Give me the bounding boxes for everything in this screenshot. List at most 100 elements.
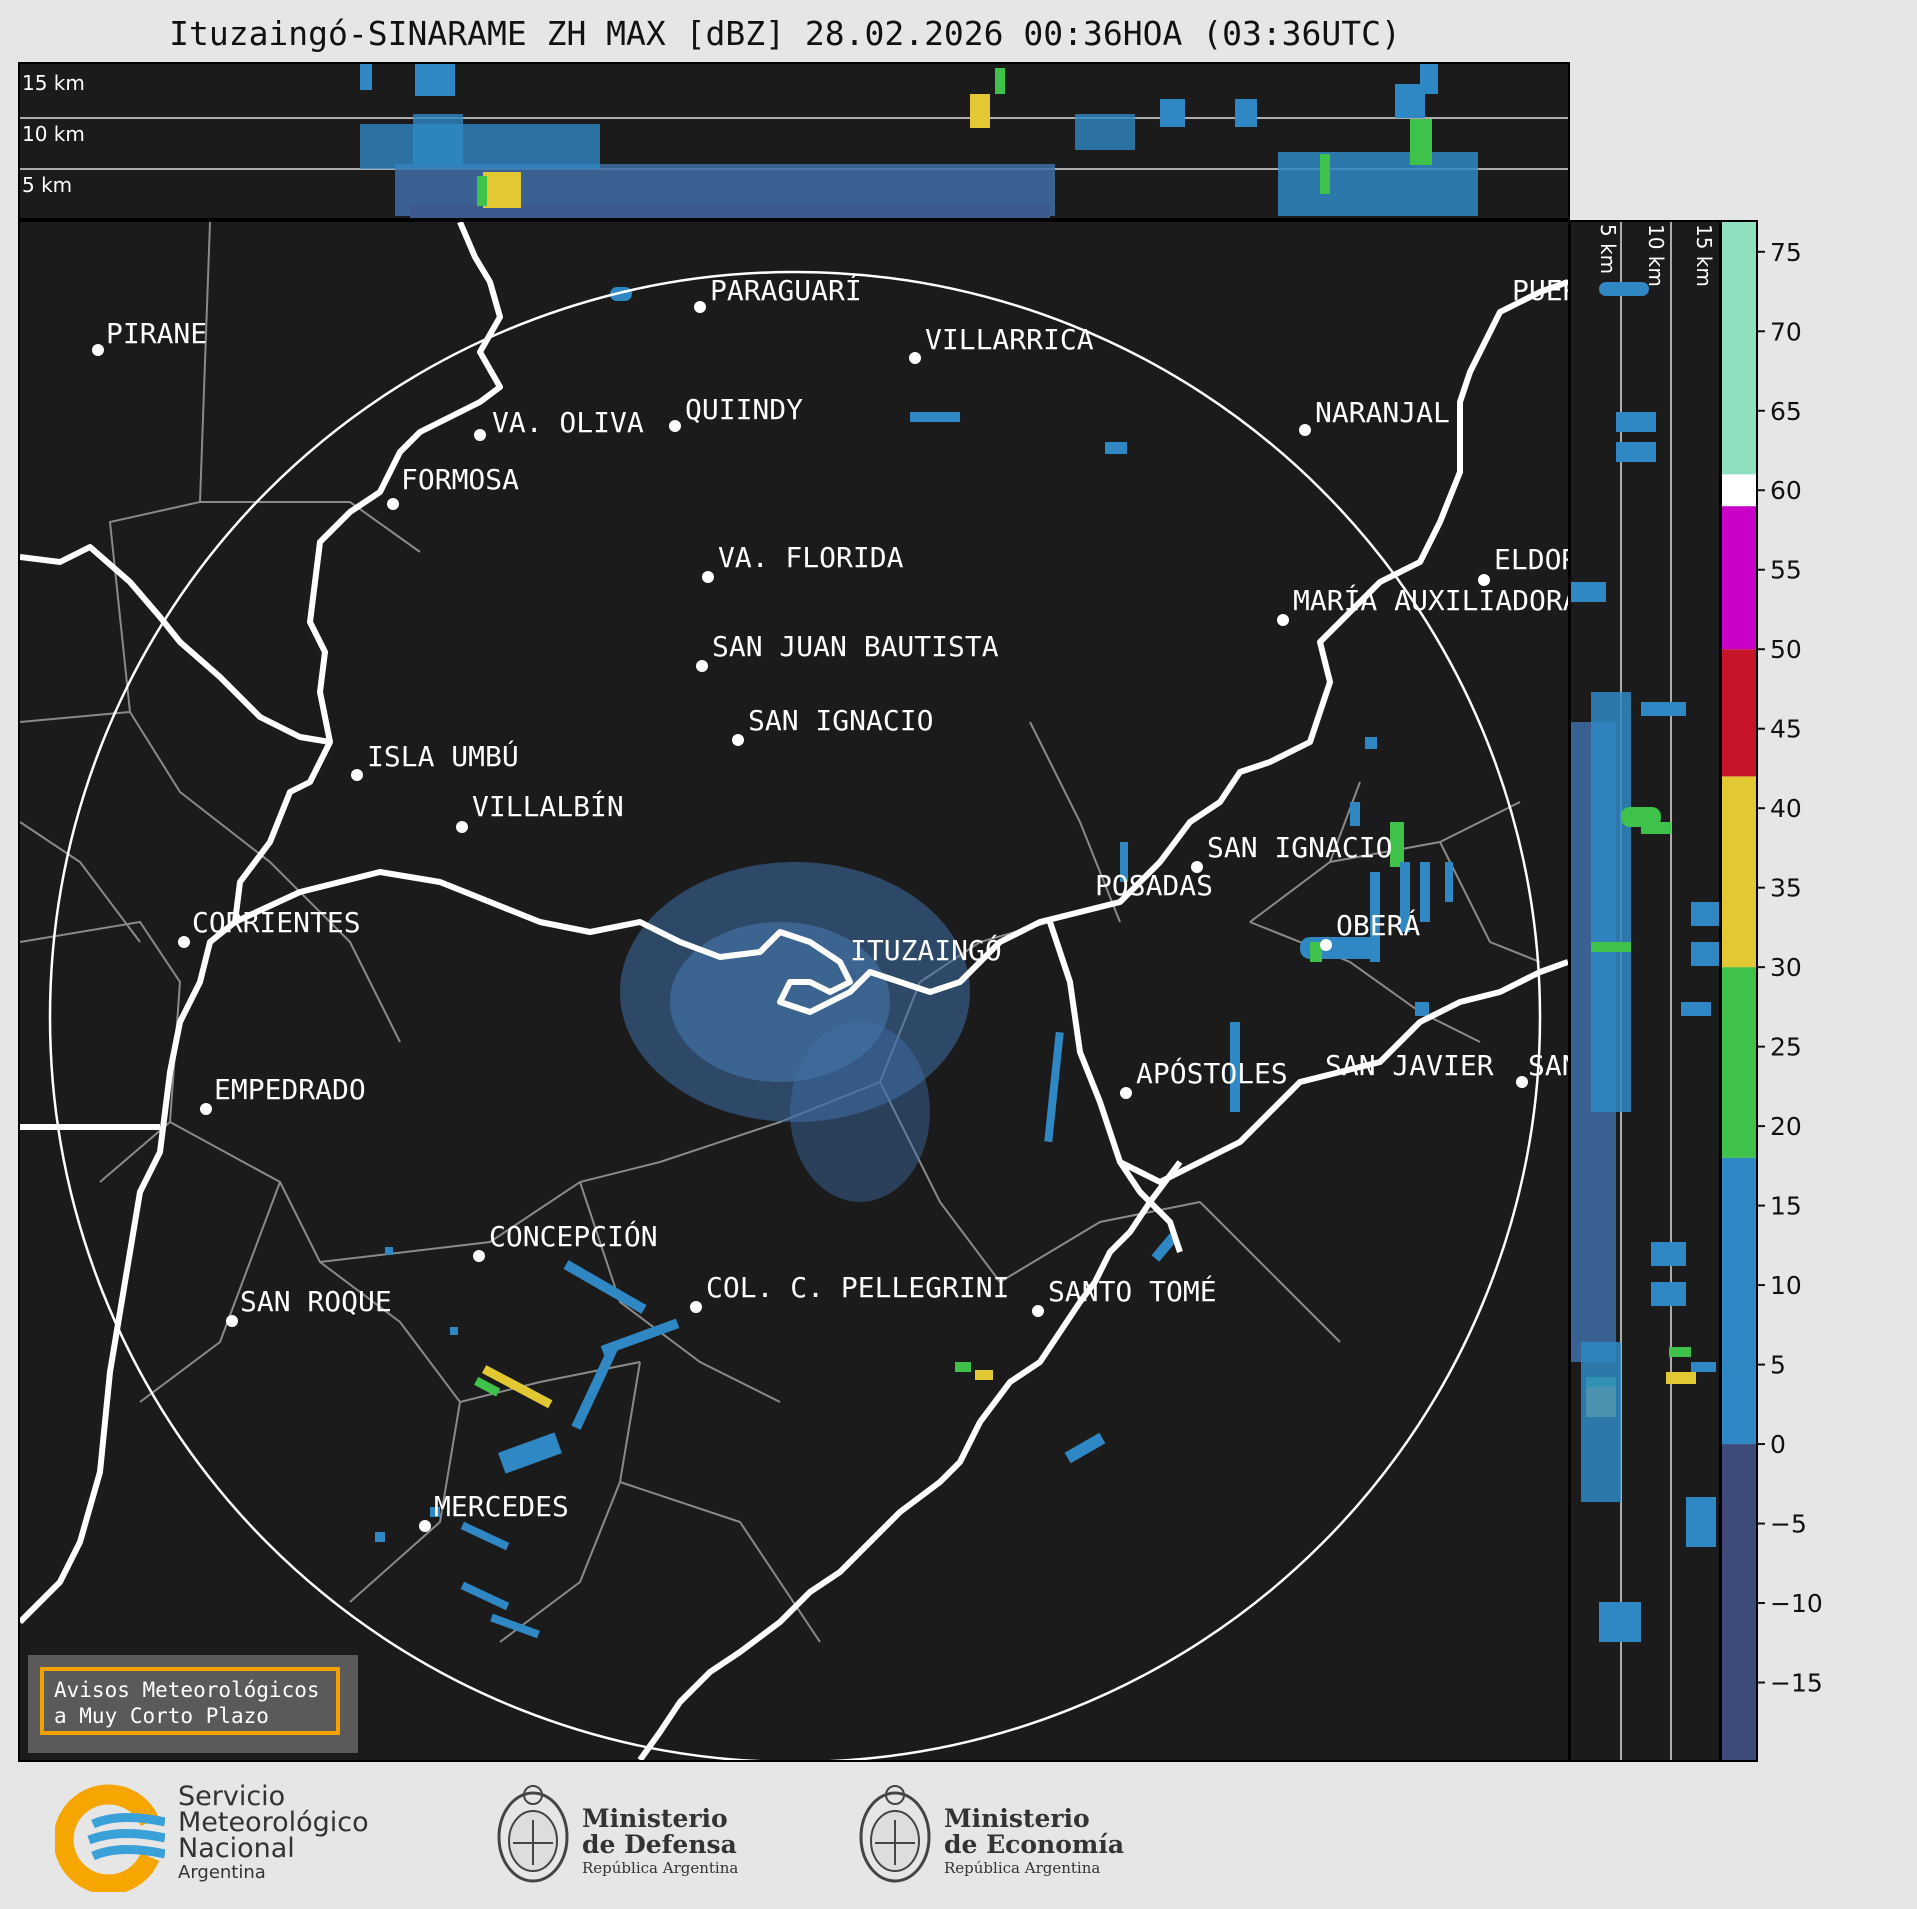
city-san-ignacio-py: SAN IGNACIO bbox=[748, 704, 933, 737]
city-san-juan-bautista: SAN JUAN BAUTISTA bbox=[712, 630, 999, 663]
colorbar-band-3 bbox=[1721, 776, 1757, 968]
city-pirane: PIRANE bbox=[106, 317, 207, 350]
colorbar-band-2 bbox=[1721, 967, 1757, 1158]
city-villalbin: VILLALBÍN bbox=[472, 789, 624, 823]
colorbar-tick-label: 50 bbox=[1770, 635, 1802, 664]
top-cross-section: 15 km 10 km 5 km bbox=[18, 62, 1570, 220]
colorbar-frame bbox=[1720, 220, 1758, 1762]
colorbar-tick-label: −15 bbox=[1770, 1669, 1823, 1698]
colorbar-band-4 bbox=[1721, 649, 1757, 777]
right-echo-band bbox=[1571, 282, 1719, 1642]
cities: PIRANE PARAGUARÍ VILLARRICA VA. OLIVA QU… bbox=[92, 273, 1568, 1532]
warning-box: Avisos Meteorológicos a Muy Corto Plazo bbox=[28, 1655, 358, 1753]
city-maria-auxiliadora: MARÍA AUXILIADORA bbox=[1293, 583, 1568, 617]
city-ituzaingo: ITUZAINGÓ bbox=[850, 933, 1002, 967]
defensa-name: Ministerio de Defensa República Argentin… bbox=[582, 1806, 738, 1878]
colorbar-band-7 bbox=[1721, 220, 1757, 475]
colorbar-tick-label: 15 bbox=[1770, 1192, 1802, 1221]
colorbar-tick-label: 35 bbox=[1770, 874, 1802, 903]
colorbar-tick-label: 65 bbox=[1770, 397, 1802, 426]
colorbar-tick-label: 60 bbox=[1770, 476, 1802, 505]
warning-line-1: Avisos Meteorológicos bbox=[54, 1678, 320, 1702]
defensa-line-1: Ministerio bbox=[582, 1804, 728, 1833]
colorbar-tick-label: −10 bbox=[1770, 1589, 1823, 1618]
city-obera: OBERÁ bbox=[1336, 908, 1420, 942]
right-alt-label-5km: 5 km bbox=[1596, 224, 1620, 274]
city-san-javier: SAN JAVIER bbox=[1325, 1049, 1494, 1082]
defensa-line-3: República Argentina bbox=[582, 1859, 739, 1877]
colorbar-tick-label: 20 bbox=[1770, 1112, 1802, 1141]
defensa-emblem-icon bbox=[497, 1785, 569, 1883]
city-isla-umbu: ISLA UMBÚ bbox=[367, 739, 519, 773]
smn-line-1: Servicio bbox=[178, 1781, 286, 1812]
chart-title: Ituzaingó-SINARAME ZH MAX [dBZ] 28.02.20… bbox=[169, 14, 1401, 53]
city-va-oliva: VA. OLIVA bbox=[492, 406, 644, 439]
city-san-ignacio-ar: SAN IGNACIO bbox=[1207, 831, 1392, 864]
colorbar-band-0 bbox=[1721, 1444, 1757, 1762]
colorbar-tick-label: 25 bbox=[1770, 1033, 1802, 1062]
right-cross-section: 5 km 10 km 15 km bbox=[1569, 220, 1721, 1762]
colorbar-tick-label: 5 bbox=[1770, 1351, 1786, 1380]
province-borders bbox=[20, 222, 1541, 1643]
economia-line-2: de Economía bbox=[944, 1830, 1125, 1859]
defensa-line-2: de Defensa bbox=[582, 1830, 737, 1859]
echo-cluster bbox=[375, 287, 1453, 1639]
city-eldor: ELDOR bbox=[1494, 543, 1568, 576]
radar-range-ring bbox=[48, 270, 1542, 1760]
city-col-pellegrini: COL. C. PELLEGRINI bbox=[706, 1271, 1009, 1304]
city-naranjal: NARANJAL bbox=[1315, 396, 1450, 429]
city-corrientes: CORRIENTES bbox=[192, 906, 361, 939]
river-borders bbox=[20, 222, 1568, 1760]
right-alt-label-15km: 15 km bbox=[1692, 224, 1716, 287]
city-apostoles: APÓSTOLES bbox=[1136, 1056, 1288, 1090]
city-paraguari: PARAGUARÍ bbox=[710, 273, 862, 307]
radar-map: PIRANE PARAGUARÍ VILLARRICA VA. OLIVA QU… bbox=[18, 220, 1570, 1762]
colorbar-band-6 bbox=[1721, 474, 1757, 507]
city-santo-tome: SANTO TOMÉ bbox=[1048, 1274, 1217, 1308]
city-san-roque: SAN ROQUE bbox=[240, 1285, 392, 1318]
top-alt-label-5km: 5 km bbox=[22, 173, 72, 197]
economia-line-1: Ministerio bbox=[944, 1804, 1090, 1833]
radar-map-svg: PIRANE PARAGUARÍ VILLARRICA VA. OLIVA QU… bbox=[20, 222, 1568, 1760]
city-quiindy: QUIINDY bbox=[685, 393, 803, 426]
city-san-right: SAN bbox=[1528, 1049, 1568, 1082]
city-puerto: PUER bbox=[1512, 274, 1568, 307]
city-concepcion: CONCEPCIÓN bbox=[489, 1219, 658, 1253]
right-alt-label-10km: 10 km bbox=[1644, 224, 1668, 287]
top-alt-label-10km: 10 km bbox=[22, 122, 85, 146]
smn-logo-icon bbox=[55, 1784, 165, 1892]
colorbar-band-1 bbox=[1721, 1157, 1757, 1445]
right-cross-section-svg: 5 km 10 km 15 km bbox=[1571, 222, 1719, 1760]
colorbar-tick-label: 30 bbox=[1770, 953, 1802, 982]
city-villarrica: VILLARRICA bbox=[925, 323, 1094, 356]
colorbar-tick-label: 0 bbox=[1770, 1430, 1786, 1459]
colorbar-tick-label: −5 bbox=[1770, 1510, 1807, 1539]
top-echo-band bbox=[360, 64, 1478, 218]
colorbar-tick-label: 10 bbox=[1770, 1271, 1802, 1300]
top-cross-section-svg: 15 km 10 km 5 km bbox=[20, 64, 1568, 218]
colorbar-tick-label: 70 bbox=[1770, 317, 1802, 346]
economia-emblem-icon bbox=[859, 1785, 931, 1883]
colorbar-band-5 bbox=[1721, 506, 1757, 650]
economia-name: Ministerio de Economía República Argenti… bbox=[944, 1806, 1124, 1878]
city-posadas: POSADAS bbox=[1095, 869, 1213, 902]
warning-box-frame: Avisos Meteorológicos a Muy Corto Plazo bbox=[40, 1667, 340, 1735]
smn-line-4: Argentina bbox=[178, 1862, 266, 1883]
smn-name: Servicio Meteorológico Nacional Argentin… bbox=[178, 1781, 369, 1884]
city-mercedes: MERCEDES bbox=[434, 1490, 569, 1523]
colorbar-tick-label: 75 bbox=[1770, 238, 1802, 267]
colorbar-tick-label: 40 bbox=[1770, 794, 1802, 823]
warning-line-2: a Muy Corto Plazo bbox=[54, 1704, 269, 1728]
city-formosa: FORMOSA bbox=[401, 463, 519, 496]
city-va-florida: VA. FLORIDA bbox=[718, 541, 904, 574]
smn-line-2: Meteorológico bbox=[178, 1807, 369, 1838]
smn-line-3: Nacional bbox=[178, 1833, 295, 1864]
colorbar-tick-label: 55 bbox=[1770, 556, 1802, 585]
colorbar-tick-label: 45 bbox=[1770, 715, 1802, 744]
city-empedrado: EMPEDRADO bbox=[214, 1073, 366, 1106]
economia-line-3: República Argentina bbox=[944, 1859, 1101, 1877]
colorbar-bands bbox=[1721, 220, 1757, 1762]
top-alt-label-15km: 15 km bbox=[22, 71, 85, 95]
